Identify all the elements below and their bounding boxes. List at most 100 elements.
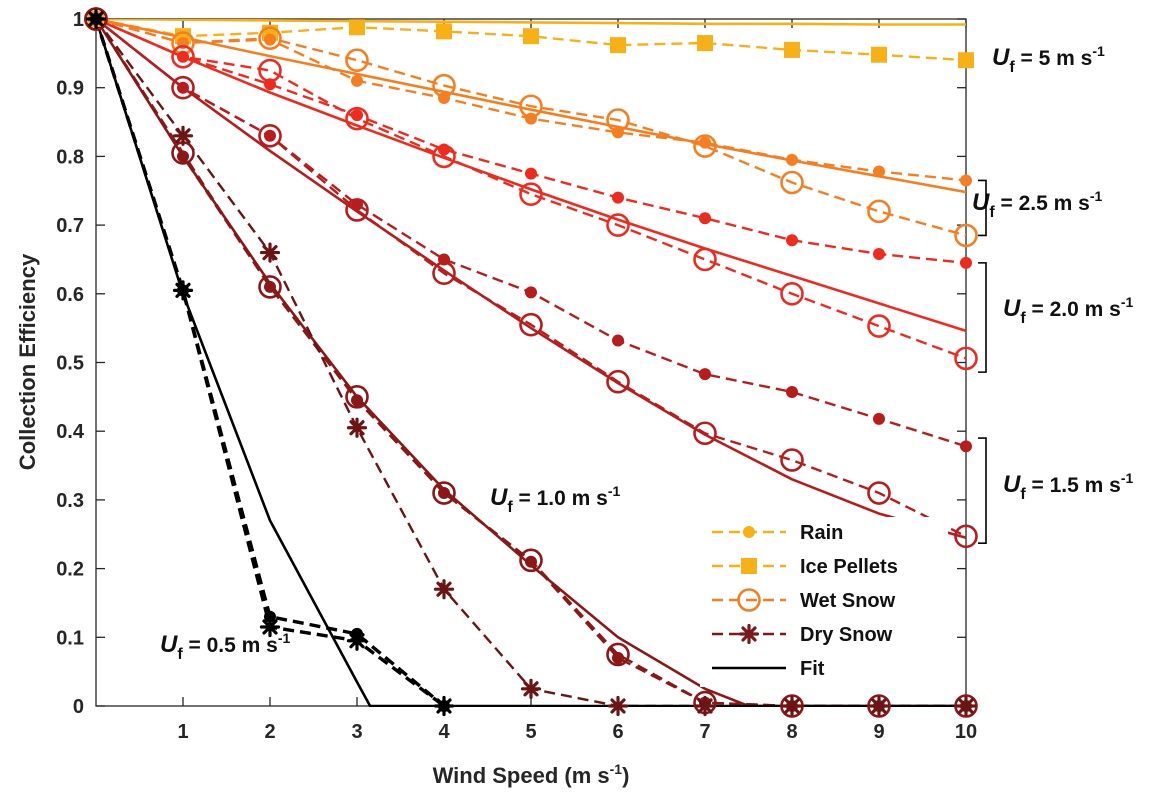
uf15-rain-marker: [177, 81, 189, 94]
bracket: [978, 179, 987, 237]
legend-label: Rain: [800, 522, 843, 544]
uf15-wet-snow-marker: [954, 524, 978, 549]
legend-marker: [743, 526, 755, 538]
uf15-wet-snow-marker: [780, 448, 804, 472]
uf10-dry-snow-marker: [433, 579, 455, 600]
annotation-value: = 0.5 m s: [183, 634, 278, 657]
uf15-wet-snow-marker: [867, 481, 891, 505]
uf15-wet-snow-marker: [693, 421, 717, 446]
uf10-dry-snow-marker: [346, 417, 368, 438]
uf10-wet-snow-marker: [84, 7, 108, 31]
uf5-ice-pellets-line: [96, 19, 966, 62]
uf5-ice-pellets-marker: [784, 41, 800, 58]
uf10-dry-snow-marker: [172, 125, 194, 146]
legend: Rain Ice Pellets Wet Snow Dry Snow Fit: [700, 517, 948, 687]
x-tick-label: 10: [955, 721, 977, 743]
uf05-dry-snow-marker: [172, 280, 194, 301]
uf25-wet-snow-marker: [954, 223, 978, 248]
uf05-dry-snow-marker: [346, 630, 368, 651]
uf15-wet-snow-marker: [606, 369, 630, 394]
annotation-value: = 2.5 m s: [995, 192, 1090, 215]
uf5-fit-line: [96, 19, 966, 26]
uf15-rain-marker: [786, 386, 798, 399]
y-tick-label: 0.8: [56, 146, 84, 168]
uf10-rain-marker: [351, 394, 363, 407]
x-tick-label: 5: [525, 721, 536, 743]
uf5-ice-pellets-marker: [697, 35, 713, 52]
uf25-wet-snow-marker: [345, 48, 369, 73]
annotation-symbol: U: [1003, 471, 1021, 498]
uf25-wet-snow-marker: [693, 134, 717, 158]
uf15-wet-snow-marker: [171, 75, 195, 100]
bracket: [978, 437, 987, 544]
uf10-rain-marker: [525, 555, 537, 568]
uf20-rain-marker: [177, 50, 189, 63]
uf10-rain-marker: [438, 487, 450, 500]
uf5-ice-pellets-marker: [436, 23, 452, 40]
uf-annotation-0: Uf = 5 m s-1: [992, 43, 1105, 76]
x-axis-title: Wind Speed (m s-1): [433, 761, 630, 788]
y-tick-label: 1: [73, 9, 84, 31]
uf25-wet-snow-marker: [258, 26, 282, 51]
legend-marker: [741, 558, 757, 574]
uf15-rain-marker: [612, 334, 624, 347]
uf05-dry-snow-marker: [85, 8, 107, 30]
legend-label: Dry Snow: [800, 624, 893, 646]
legend-marker: [737, 588, 761, 612]
uf5-ice-pellets-marker: [871, 46, 887, 63]
uf-annotation-5: Uf = 0.5 m s-1: [160, 630, 290, 663]
uf10-rain-marker: [177, 150, 189, 163]
y-tick-label: 0.2: [56, 559, 84, 581]
annotation-superscript: -1: [1121, 294, 1134, 310]
legend-background: [700, 517, 948, 687]
annotation-symbol: U: [972, 189, 990, 216]
marker-layer: [84, 7, 978, 718]
y-tick-label: 0.4: [56, 421, 85, 443]
uf20-wet-snow-marker: [519, 182, 543, 206]
legend-marker: [738, 623, 760, 645]
uf25-wet-snow-marker: [867, 199, 891, 224]
uf20-wet-snow-marker: [693, 247, 717, 272]
uf20-wet-snow-marker: [780, 281, 804, 306]
annotation-superscript: -1: [1090, 188, 1103, 204]
annotation-value: = 5 m s: [1015, 47, 1093, 70]
uf25-rain-marker: [699, 136, 711, 149]
uf15-rain-marker: [351, 198, 363, 211]
x-tick-label: 1: [177, 721, 188, 743]
uf10-wet-snow-marker: [867, 694, 891, 718]
annotation-value: = 1.0 m s: [513, 487, 608, 510]
y-axis-title: Collection Efficiency: [15, 253, 40, 470]
y-tick-label: 0.1: [56, 627, 84, 649]
legend-label: Fit: [800, 658, 825, 680]
uf-annotation-1: Uf = 2.5 m s-1: [972, 188, 1102, 221]
uf10-wet-snow-marker: [432, 481, 456, 505]
annotation-symbol: U: [160, 631, 178, 658]
uf10-dry-snow-marker: [607, 695, 629, 717]
uf15-wet-snow-line: [96, 19, 966, 538]
uf20-wet-snow-marker: [867, 314, 891, 338]
uf5-ice-pellets-marker: [523, 28, 539, 45]
annotation-subscript: f: [1020, 486, 1026, 503]
uf15-rain-marker: [873, 412, 885, 425]
uf25-rain-marker: [786, 153, 798, 166]
uf-annotation-4: Uf = 1.0 m s-1: [490, 483, 620, 516]
uf20-wet-snow-marker: [171, 44, 195, 69]
y-tick-label: 0.5: [56, 353, 84, 375]
x-tick-label: 7: [699, 721, 710, 743]
bracket: [978, 262, 987, 373]
annotation-subscript: f: [1020, 310, 1026, 327]
uf15-wet-snow-marker: [345, 198, 369, 222]
uf20-rain-marker: [960, 256, 972, 269]
x-tick-label: 4: [438, 721, 450, 743]
annotation-subscript: f: [507, 499, 513, 516]
uf15-rain-marker: [699, 368, 711, 381]
uf10-dry-snow-marker: [520, 678, 542, 699]
annotation-superscript: -1: [278, 630, 291, 646]
annotation-value: = 2.0 m s: [1026, 298, 1121, 321]
uf15-wet-snow-marker: [432, 261, 456, 285]
uf10-dry-snow-marker: [694, 695, 716, 717]
uf15-fit-line: [96, 19, 966, 539]
uf25-wet-snow-line: [96, 19, 966, 237]
x-tick-label: 8: [786, 721, 797, 743]
